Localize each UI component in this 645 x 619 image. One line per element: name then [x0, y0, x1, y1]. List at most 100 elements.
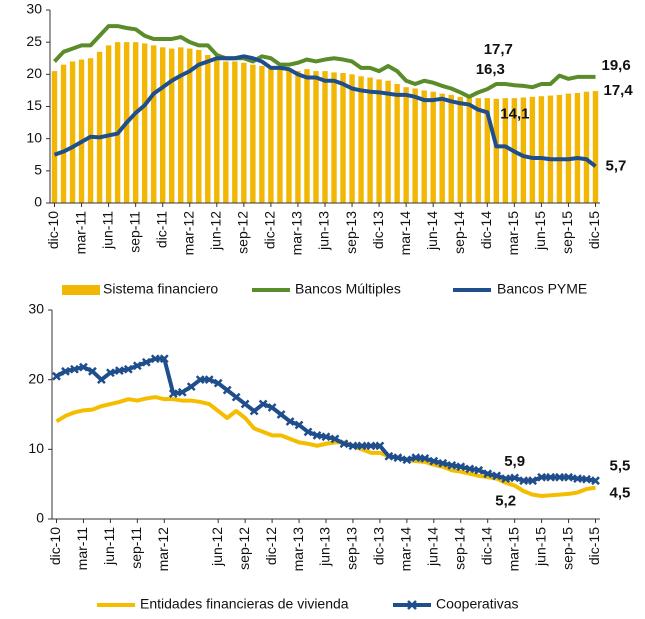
marker — [285, 417, 295, 426]
y-tick-label: 10 — [26, 129, 42, 145]
x-tick-label: dic-13 — [371, 527, 387, 565]
marker — [483, 469, 493, 479]
marker — [123, 364, 133, 374]
marker — [132, 361, 142, 371]
bar — [583, 91, 590, 203]
x-tick-label: mar-11 — [72, 211, 88, 255]
bar — [484, 98, 490, 203]
marker — [501, 474, 511, 483]
x-tick-label: jun-11 — [101, 527, 117, 566]
x-tick-label: dic-15 — [586, 527, 602, 565]
x-tick-label: sep-11 — [128, 527, 144, 569]
bar — [358, 76, 364, 203]
value-label: 17,4 — [603, 82, 633, 99]
value-label: 5,9 — [504, 453, 525, 470]
marker — [492, 471, 502, 481]
x-tick-label: mar-15 — [505, 211, 521, 256]
bar — [547, 95, 554, 203]
bar — [367, 77, 373, 203]
x-tick-label: dic-14 — [478, 211, 494, 249]
value-label: 17,7 — [484, 41, 513, 58]
x-tick-label: sep-15 — [559, 211, 575, 254]
marker — [564, 472, 573, 482]
marker — [276, 410, 286, 419]
marker — [537, 472, 546, 482]
bar — [160, 47, 166, 204]
bar — [69, 61, 76, 203]
marker — [258, 399, 268, 409]
marker — [420, 454, 430, 463]
bar — [529, 96, 536, 203]
marker — [582, 474, 591, 484]
marker — [106, 368, 115, 378]
x-tick-label: jun-13 — [316, 211, 332, 251]
value-label: 5,5 — [610, 458, 631, 475]
marker — [222, 385, 232, 395]
x-tick-label: dic-12 — [262, 211, 278, 249]
value-label: 5,2 — [495, 493, 516, 510]
x-tick-label: sep-14 — [451, 211, 467, 254]
marker — [213, 378, 223, 388]
bar — [132, 42, 139, 203]
x-tick-label: mar-12 — [180, 211, 196, 256]
marker — [70, 364, 79, 374]
bar — [141, 43, 148, 203]
marker — [88, 366, 97, 376]
y-tick-label: 25 — [26, 33, 42, 49]
marker — [159, 354, 169, 364]
marker — [573, 474, 582, 483]
x-tick-label: jun-11 — [99, 211, 115, 250]
marker — [465, 464, 475, 474]
value-label: 14,1 — [500, 105, 529, 122]
bar — [556, 94, 563, 203]
marker — [366, 441, 376, 451]
bar — [565, 93, 572, 203]
x-tick-label: jun-12 — [209, 527, 225, 567]
bar — [421, 90, 427, 203]
bar — [340, 73, 346, 204]
line — [53, 54, 597, 168]
y-tick-label: 30 — [26, 1, 42, 17]
marker — [195, 375, 205, 385]
marker — [528, 476, 538, 486]
bar — [493, 98, 500, 203]
bar — [214, 58, 220, 203]
x-tick-label: mar-14 — [397, 211, 413, 256]
bar — [196, 49, 202, 204]
marker — [114, 366, 124, 375]
bar — [268, 67, 274, 204]
marker — [519, 476, 529, 486]
x-tick-label: sep-11 — [126, 211, 142, 253]
y-tick-label: 30 — [28, 301, 44, 317]
marker — [150, 354, 160, 364]
x-tick-label: sep-14 — [451, 527, 467, 570]
x-tick-label: mar-15 — [505, 527, 521, 572]
bar — [78, 59, 85, 203]
x-tick-label: sep-12 — [236, 527, 252, 570]
bar — [502, 98, 509, 203]
y-tick-label: 5 — [34, 162, 42, 178]
marker — [357, 441, 367, 451]
bar — [313, 71, 319, 203]
bar — [538, 96, 545, 203]
line — [55, 395, 596, 499]
x-tick-label: mar-11 — [74, 527, 90, 571]
x-tick-label: jun-14 — [425, 527, 441, 567]
y-tick-label: 10 — [28, 440, 44, 456]
x-tick-label: dic-14 — [478, 527, 494, 565]
marker — [393, 453, 403, 463]
marker — [267, 403, 277, 412]
bar — [51, 71, 58, 203]
marker — [402, 455, 412, 465]
bar — [277, 69, 283, 203]
bar — [403, 87, 409, 203]
x-tick-label: dic-15 — [586, 211, 602, 249]
x-tick-label: sep-12 — [235, 211, 251, 254]
marker — [330, 434, 340, 444]
x-tick-label: mar-14 — [398, 527, 414, 572]
legend-label: Entidades financieras de vivienda — [140, 596, 349, 612]
x-tick-label: sep-13 — [343, 211, 359, 254]
bar — [574, 92, 581, 203]
value-label: 5,7 — [605, 157, 626, 174]
x-tick-label: jun-13 — [317, 527, 333, 567]
